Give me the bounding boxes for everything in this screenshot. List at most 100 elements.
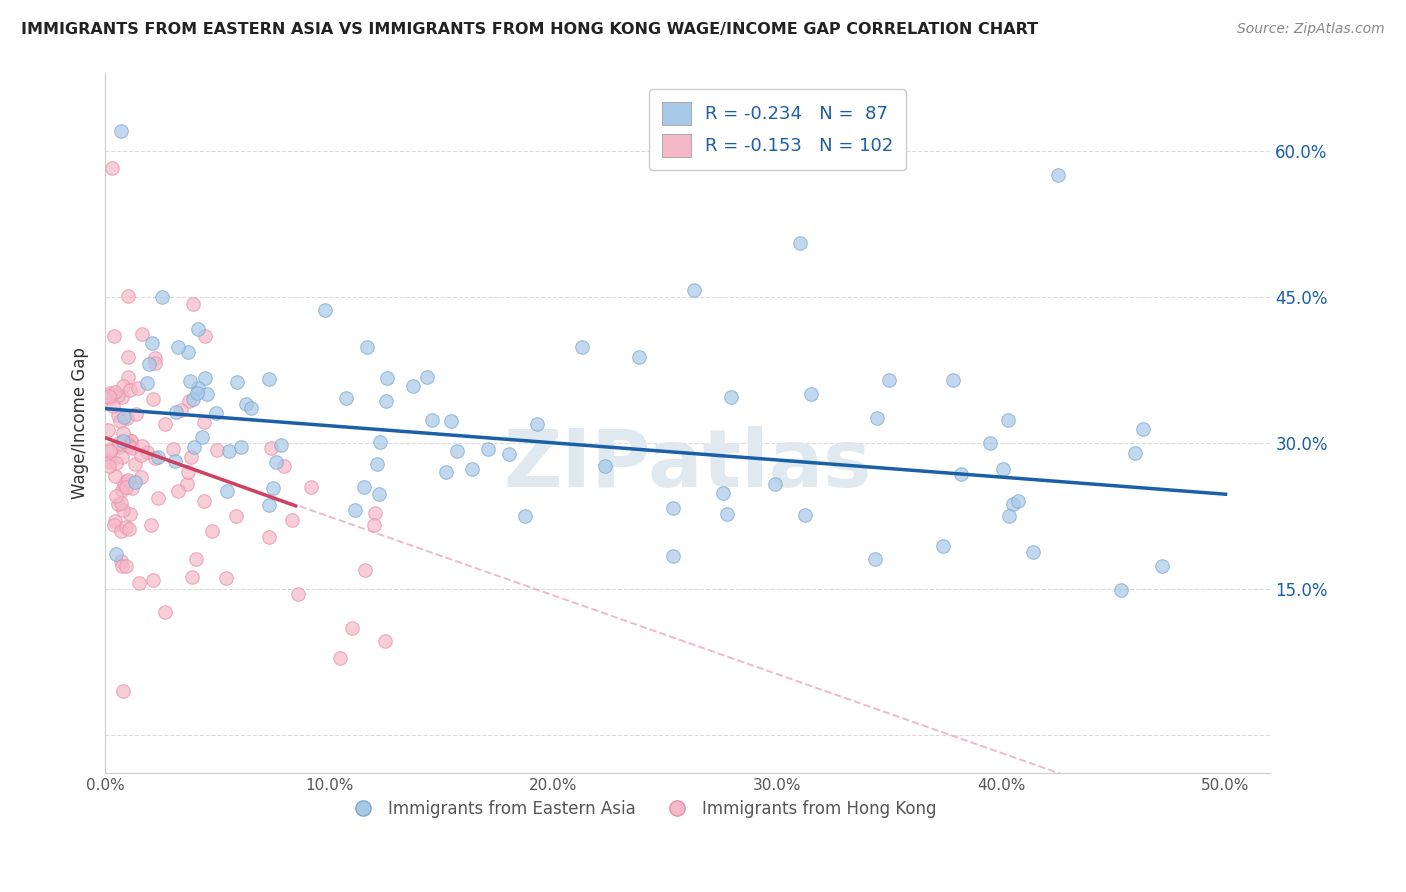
Point	[110, 495, 132, 509]
Point	[1046, 168, 1069, 182]
Point	[187, 381, 209, 395]
Point	[176, 476, 198, 491]
Point	[111, 558, 134, 573]
Point	[366, 457, 388, 471]
Point	[121, 481, 143, 495]
Point	[368, 486, 391, 500]
Point	[108, 440, 131, 454]
Point	[214, 571, 236, 585]
Point	[128, 576, 150, 591]
Point	[98, 444, 121, 458]
Point	[225, 375, 247, 389]
Point	[103, 400, 125, 414]
Point	[571, 340, 593, 354]
Point	[181, 297, 204, 311]
Point	[181, 570, 204, 584]
Point	[97, 389, 120, 403]
Point	[104, 456, 127, 470]
Point	[177, 465, 200, 479]
Point	[103, 329, 125, 343]
Point	[166, 340, 188, 354]
Point	[434, 465, 457, 479]
Point	[150, 290, 173, 304]
Point	[329, 651, 352, 665]
Point	[111, 503, 134, 517]
Point	[942, 373, 965, 387]
Point	[280, 512, 302, 526]
Point	[1022, 545, 1045, 559]
Point	[194, 371, 217, 385]
Point	[991, 462, 1014, 476]
Point	[131, 448, 153, 462]
Point	[104, 514, 127, 528]
Point	[1132, 422, 1154, 436]
Point	[112, 410, 135, 425]
Point	[146, 491, 169, 505]
Text: ZIPatlas: ZIPatlas	[503, 426, 872, 504]
Point	[153, 417, 176, 431]
Point	[340, 621, 363, 635]
Y-axis label: Wage/Income Gap: Wage/Income Gap	[72, 347, 89, 500]
Point	[125, 407, 148, 421]
Point	[131, 326, 153, 341]
Point	[114, 558, 136, 573]
Point	[217, 484, 239, 499]
Point	[374, 634, 396, 648]
Point	[143, 356, 166, 370]
Point	[110, 524, 132, 538]
Point	[356, 340, 378, 354]
Point	[115, 480, 138, 494]
Point	[627, 350, 650, 364]
Point	[353, 481, 375, 495]
Point	[97, 423, 120, 437]
Point	[170, 403, 193, 417]
Point	[314, 303, 336, 318]
Point	[97, 459, 120, 474]
Point	[124, 475, 146, 489]
Point	[932, 539, 955, 553]
Point	[877, 373, 900, 387]
Point	[716, 507, 738, 521]
Point	[104, 489, 127, 503]
Point	[98, 391, 121, 405]
Point	[187, 322, 209, 336]
Point	[118, 507, 141, 521]
Point	[402, 379, 425, 393]
Point	[231, 440, 253, 454]
Point	[179, 450, 201, 465]
Point	[131, 439, 153, 453]
Point	[115, 474, 138, 488]
Point	[117, 436, 139, 450]
Point	[103, 517, 125, 532]
Point	[515, 509, 537, 524]
Point	[1123, 445, 1146, 459]
Point	[107, 388, 129, 402]
Point	[162, 442, 184, 456]
Point	[111, 450, 134, 464]
Point	[794, 508, 817, 522]
Point	[184, 551, 207, 566]
Point	[176, 345, 198, 359]
Point	[193, 415, 215, 429]
Point	[1150, 558, 1173, 573]
Point	[264, 455, 287, 469]
Point	[118, 383, 141, 397]
Point	[420, 413, 443, 427]
Point	[115, 519, 138, 533]
Point	[117, 350, 139, 364]
Point	[165, 454, 187, 468]
Text: IMMIGRANTS FROM EASTERN ASIA VS IMMIGRANTS FROM HONG KONG WAGE/INCOME GAP CORREL: IMMIGRANTS FROM EASTERN ASIA VS IMMIGRAN…	[21, 22, 1038, 37]
Point	[225, 508, 247, 523]
Point	[127, 381, 149, 395]
Point	[142, 392, 165, 406]
Point	[138, 357, 160, 371]
Point	[800, 387, 823, 401]
Point	[136, 444, 159, 458]
Point	[193, 494, 215, 508]
Point	[117, 289, 139, 303]
Point	[1001, 497, 1024, 511]
Point	[335, 391, 357, 405]
Point	[662, 501, 685, 516]
Point	[139, 517, 162, 532]
Point	[155, 606, 177, 620]
